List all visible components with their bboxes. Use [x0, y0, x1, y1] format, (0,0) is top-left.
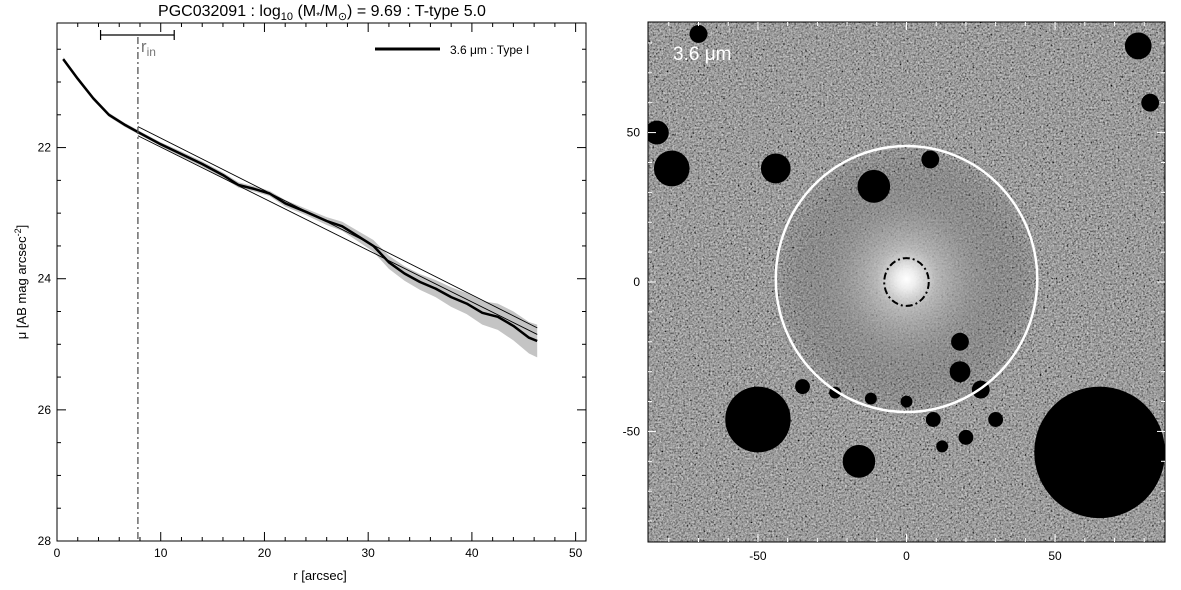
y-tick-label: 26: [38, 403, 52, 417]
x-tick-label: 10: [154, 546, 168, 560]
star-mask: [842, 444, 876, 478]
outer-ellipse: [774, 144, 1039, 414]
x-axis-label: r [arcsec]: [293, 568, 346, 583]
profile-plot: PGC032091 : log10 (M*/M⊙) = 9.69 : T-typ…: [13, 3, 587, 583]
plot-axes: [56, 22, 587, 542]
plot-frame: [56, 22, 587, 542]
error-band: [63, 57, 538, 358]
r-in-marker: rin: [99, 30, 175, 541]
x-tick-label: 20: [258, 546, 272, 560]
star-mask: [1141, 93, 1160, 112]
legend-label: 3.6 μm : Type I: [450, 43, 529, 57]
legend: 3.6 μm : Type I: [375, 43, 529, 57]
star-mask: [988, 412, 1004, 427]
x-tick-label: 0: [54, 546, 61, 560]
star-mask: [936, 440, 949, 453]
star-mask: [951, 332, 969, 351]
image-x-tick-label: 50: [1048, 549, 1062, 563]
x-tick-label: 40: [465, 546, 479, 560]
fit-lines: [137, 126, 538, 335]
r-in-label: rin: [141, 37, 156, 59]
star-mask: [760, 153, 791, 184]
fit-line: [137, 126, 538, 329]
axis-ticks: 0 10 20 30 40 50 22 24 26 28: [38, 23, 586, 560]
x-tick-label: 50: [569, 546, 583, 560]
star-mask: [648, 120, 669, 145]
star-mask: [900, 395, 913, 408]
star-mask: [921, 150, 940, 169]
y-tick-label: 22: [38, 141, 52, 155]
image-y-tick-label: -50: [623, 424, 641, 438]
image-x-tick-label: 0: [903, 549, 910, 563]
image-y-tick-label: 50: [627, 126, 641, 140]
inner-ellipse: [883, 257, 930, 307]
star-mask: [958, 429, 974, 445]
star-mask: [795, 379, 810, 395]
image-y-tick-label: 0: [633, 275, 640, 289]
star-mask: [925, 412, 941, 427]
star-mask: [864, 392, 877, 405]
band-annotation: 3.6 μm: [673, 44, 731, 65]
star-mask: [857, 169, 891, 203]
y-tick-label: 28: [38, 534, 52, 548]
star-mask: [653, 150, 690, 187]
chart-title: PGC032091 : log10 (M*/M⊙) = 9.69 : T-typ…: [158, 3, 486, 23]
star-mask: [689, 24, 708, 43]
image-axis-ticks: -50 0 50 -50 0 50: [623, 22, 1165, 563]
image-x-tick-label: -50: [749, 549, 767, 563]
profile-error-band: [63, 57, 538, 358]
y-tick-label: 24: [38, 272, 52, 286]
galaxy-image-panel: 3.6 μm -50 0 50 -50 0 50: [623, 21, 1166, 563]
star-mask: [725, 386, 791, 453]
fit-line: [137, 135, 538, 335]
star-mask: [949, 361, 971, 383]
galaxy-glow: [769, 139, 1044, 419]
x-tick-label: 30: [361, 546, 375, 560]
star-masks: [648, 24, 1165, 519]
star-mask: [1034, 386, 1165, 519]
star-mask: [1124, 32, 1152, 60]
y-axis-label: μ [AB mag arcsec-2]: [13, 225, 29, 340]
